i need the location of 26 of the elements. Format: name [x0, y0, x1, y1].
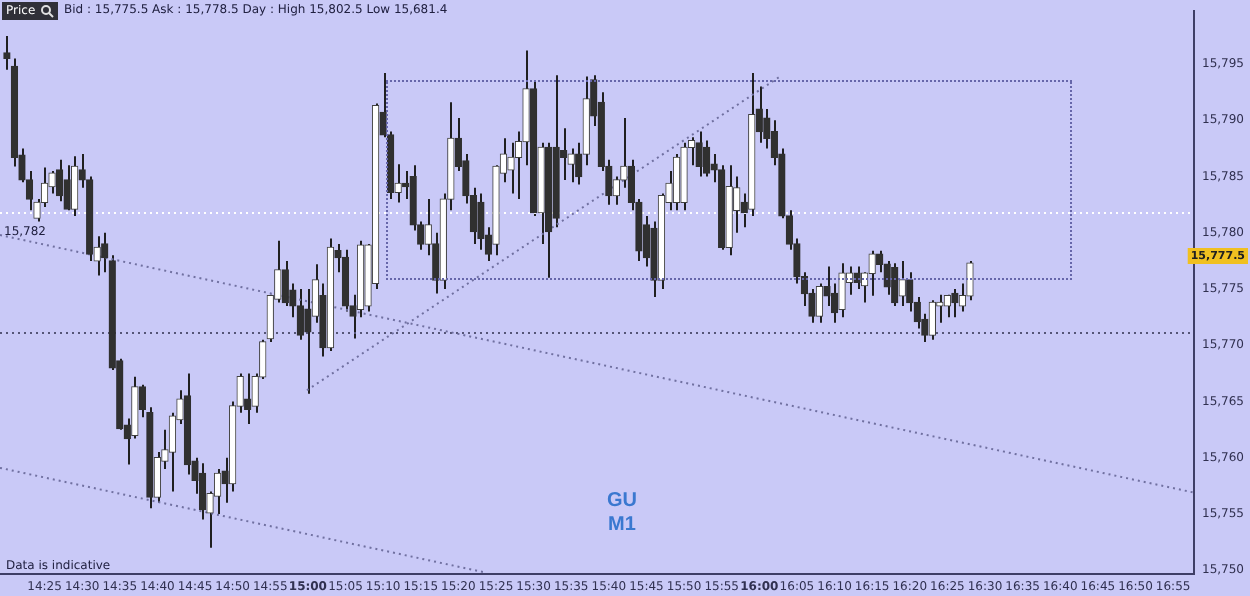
candlestick — [612, 175, 620, 206]
candlestick — [815, 282, 824, 324]
candlestick — [341, 248, 350, 313]
candlestick — [198, 462, 207, 521]
annotation: GU — [607, 489, 637, 512]
annotation: M1 — [608, 513, 637, 536]
candlestick — [63, 164, 71, 212]
candlestick — [853, 265, 861, 291]
candlestick — [296, 288, 304, 341]
candlestick — [898, 259, 906, 307]
candlestick — [304, 288, 312, 395]
candlestick — [695, 130, 703, 178]
candlestick — [477, 192, 485, 251]
candlestick — [55, 158, 64, 203]
candlestick — [702, 139, 711, 178]
candlestick — [244, 372, 252, 425]
candlestick — [951, 288, 959, 319]
candlestick — [394, 163, 402, 204]
candlestick — [891, 262, 899, 307]
candlestick — [672, 153, 681, 212]
candlestick — [575, 141, 583, 186]
candlestick — [838, 262, 846, 319]
candlestick — [507, 141, 515, 195]
candlestick — [823, 265, 831, 307]
candlestick — [868, 249, 876, 297]
candlestick — [928, 299, 936, 341]
